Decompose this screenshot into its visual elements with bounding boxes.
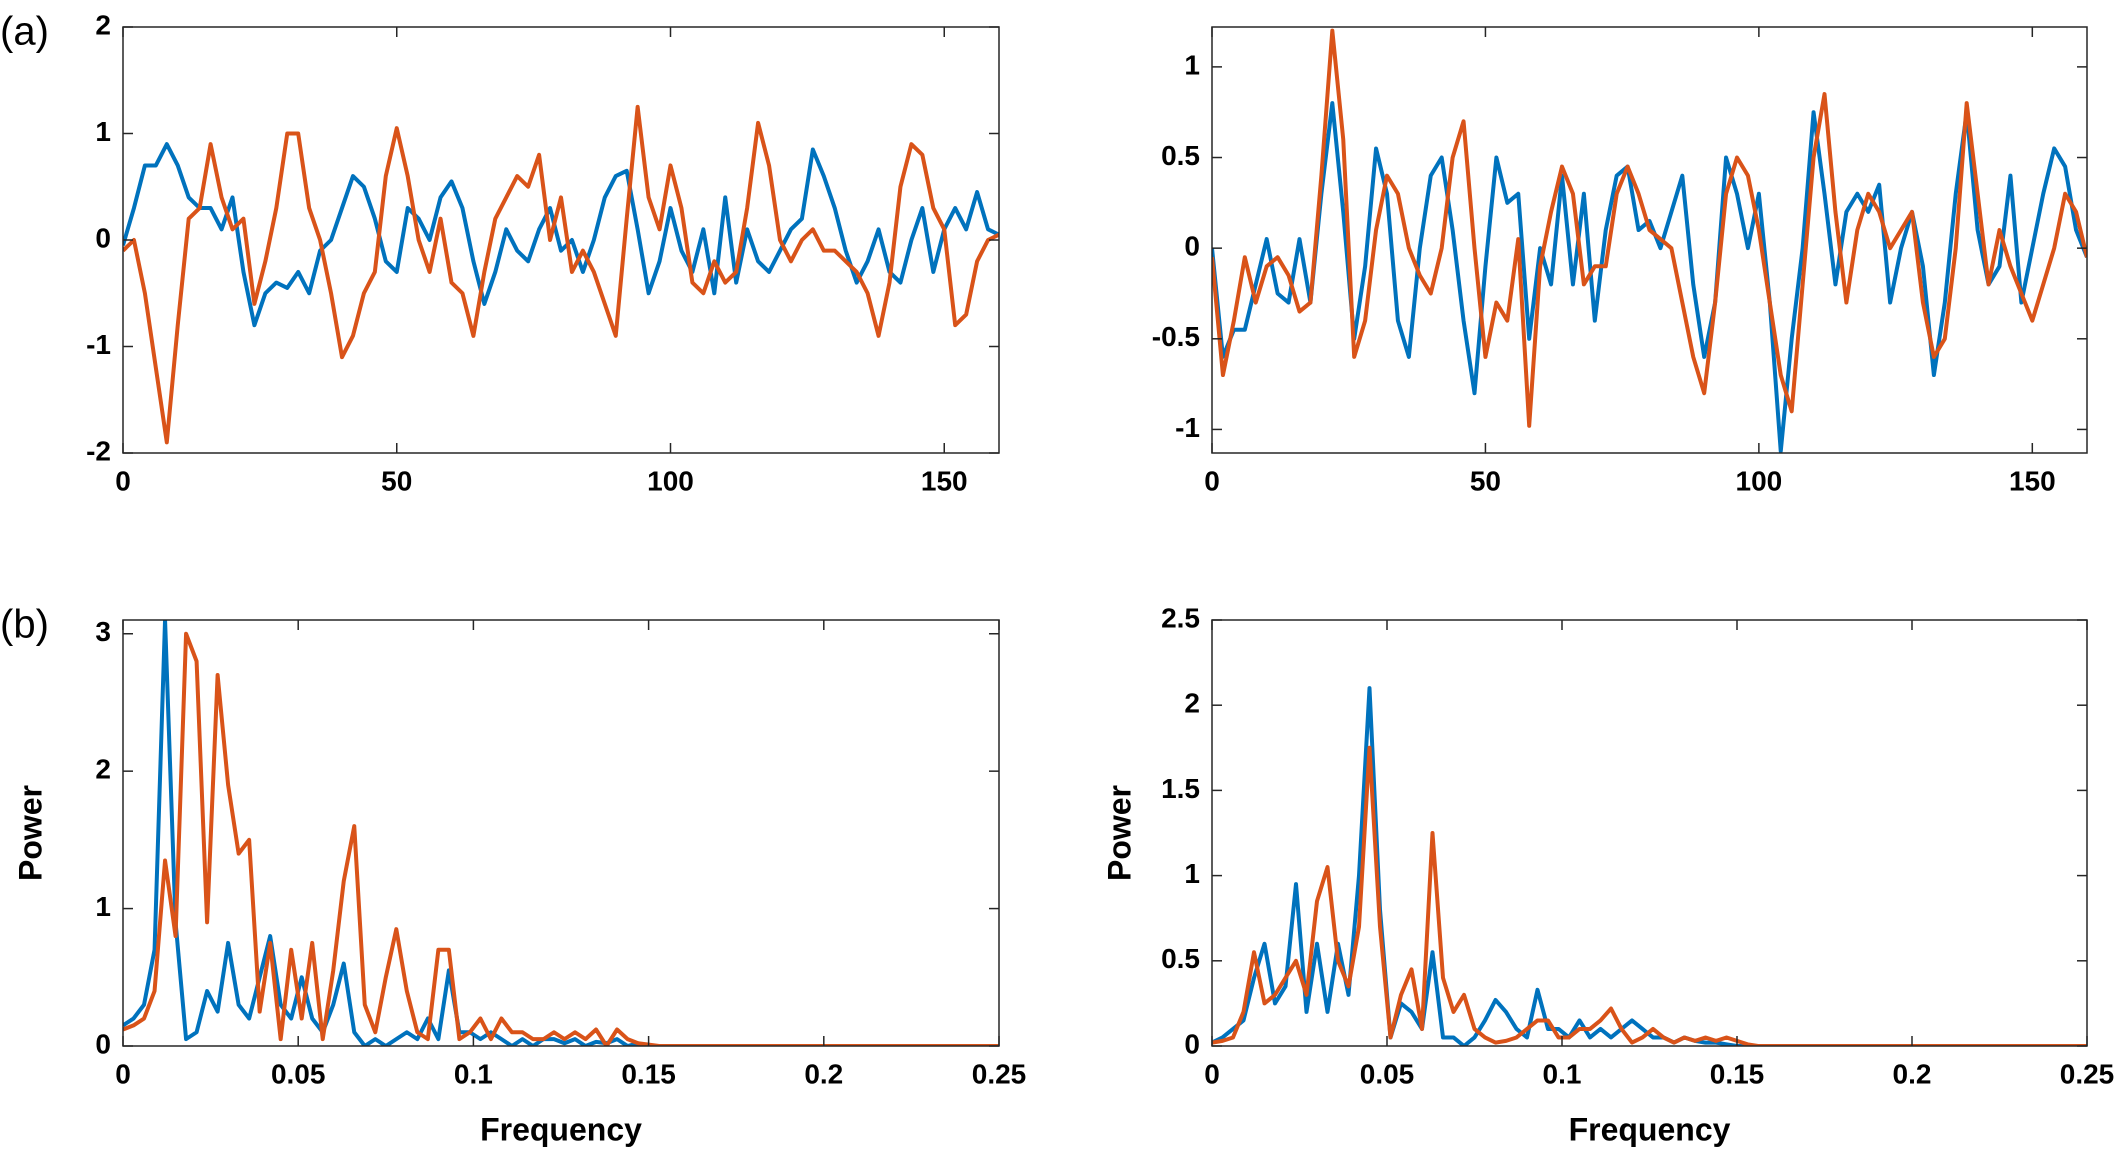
- x-tick-label: 0.1: [454, 1058, 493, 1089]
- x-tick-label: 0.05: [1360, 1058, 1415, 1089]
- x-tick-label: 0.25: [972, 1058, 1027, 1089]
- data-line: [1212, 101, 2087, 453]
- x-tick-label: 0.05: [271, 1058, 326, 1089]
- subplot: 0 50 100 150 -2 -1 0 1 2: [86, 9, 1000, 496]
- x-tick-label: 0.2: [1893, 1058, 1932, 1089]
- x-tick-label: 100: [1736, 465, 1783, 496]
- plot-area: [123, 27, 999, 453]
- y-tick-label: 2: [95, 9, 111, 40]
- data-line: [123, 142, 999, 328]
- x-axis-label: Frequency: [480, 1111, 642, 1147]
- y-tick-label: 2.5: [1161, 602, 1200, 633]
- y-tick-label: -1: [86, 329, 111, 360]
- x-tick-label: 0.25: [2060, 1058, 2115, 1089]
- x-tick-label: 0: [115, 465, 131, 496]
- subplot: 0 0.05 0.1 0.15 0.2 0.25 0 0.5 1 1.5 2 2.5 Frequency…: [1101, 602, 2114, 1147]
- x-tick-label: 50: [1470, 465, 1501, 496]
- y-tick-label: 3: [95, 616, 111, 647]
- y-tick-label: -0.5: [1152, 321, 1200, 352]
- x-tick-label: 0.15: [1710, 1058, 1765, 1089]
- panel-label: (b): [0, 603, 49, 647]
- y-tick-label: 0.5: [1161, 140, 1200, 171]
- data-line: [123, 620, 999, 1046]
- y-tick-label: 1: [1184, 858, 1200, 889]
- x-tick-label: 150: [2009, 465, 2056, 496]
- y-tick-label: 1: [95, 891, 111, 922]
- y-tick-label: 0: [1184, 231, 1200, 262]
- subplot: 0 0.05 0.1 0.15 0.2 0.25 0 1 2 3 Frequency Power: [12, 616, 1026, 1147]
- y-tick-label: 2: [1184, 688, 1200, 719]
- x-tick-label: 0.2: [804, 1058, 843, 1089]
- x-tick-label: 0.15: [621, 1058, 676, 1089]
- y-tick-label: 0: [95, 222, 111, 253]
- x-tick-label: 150: [921, 465, 968, 496]
- y-axis-label: Power: [1101, 785, 1137, 881]
- axes-box: [1211, 619, 2088, 1047]
- data-line: [123, 631, 999, 1046]
- y-tick-label: 1: [95, 116, 111, 147]
- y-tick-label: 0.5: [1161, 943, 1200, 974]
- y-tick-label: 0: [1184, 1028, 1200, 1059]
- y-tick-label: 1: [1184, 49, 1200, 80]
- x-axis-label: Frequency: [1569, 1111, 1731, 1147]
- panel-label: (a): [0, 10, 49, 54]
- x-tick-label: 0.1: [1543, 1058, 1582, 1089]
- y-axis-label: Power: [12, 785, 48, 881]
- x-tick-label: 50: [381, 465, 412, 496]
- axes-box: [1211, 26, 2088, 454]
- x-tick-label: 0: [1204, 465, 1220, 496]
- y-tick-label: -2: [86, 435, 111, 466]
- plot-area: [1212, 27, 2087, 453]
- data-line: [123, 104, 999, 445]
- y-tick-label: 0: [95, 1028, 111, 1059]
- plot-area: [1212, 620, 2087, 1046]
- x-tick-label: 0: [1204, 1058, 1220, 1089]
- x-tick-label: 100: [647, 465, 694, 496]
- y-tick-label: -1: [1175, 412, 1200, 443]
- y-tick-label: 1.5: [1161, 773, 1200, 804]
- y-tick-label: 2: [95, 754, 111, 785]
- subplot: 0 50 100 150 -1 -0.5 0 0.5 1: [1152, 26, 2088, 496]
- data-line: [1212, 28, 2087, 428]
- plot-area: [123, 620, 999, 1046]
- axes-box: [122, 619, 1000, 1047]
- x-tick-label: 0: [115, 1058, 131, 1089]
- data-line: [1212, 745, 2087, 1046]
